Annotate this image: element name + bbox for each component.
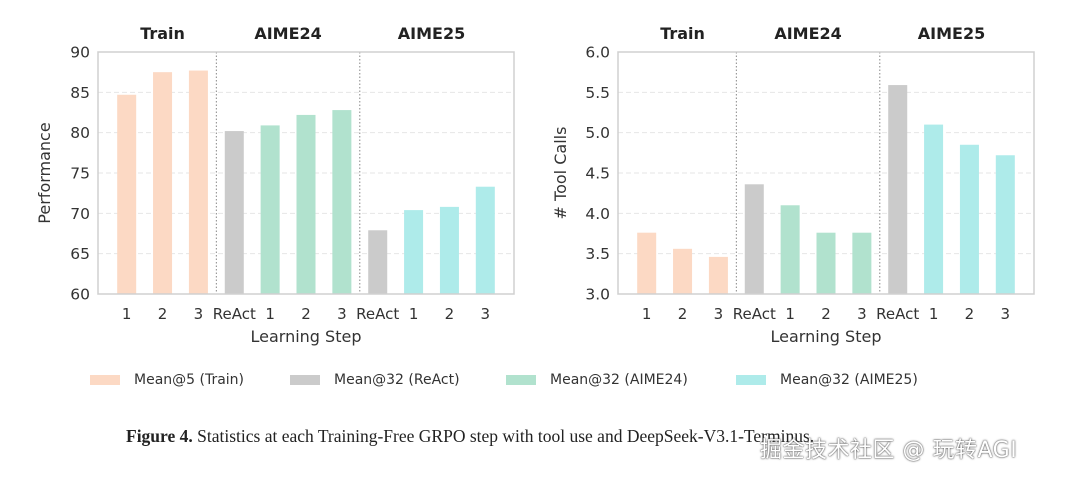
watermark: 掘金技术社区 @ 玩转AGI [760,438,1018,463]
chart1-x-tick-label: ReAct [356,305,399,323]
chart1-y-tick-label: 60 [70,286,90,304]
chart2-bar [744,184,764,294]
chart2-group-title: AIME24 [774,24,841,43]
chart2-y-tick-label: 6.0 [585,44,610,62]
legend-item-aime25: Mean@32 (AIME25) [736,368,918,392]
chart2-x-tick-label: 2 [965,305,975,323]
chart1-bar [368,230,388,294]
caption-label: Figure 4. [126,426,193,446]
chart1-x-tick-label: 2 [158,305,168,323]
chart2-y-tick-label: 5.0 [585,124,610,142]
chart2-x-tick-label: 3 [714,305,724,323]
chart1-bar [153,72,173,295]
legend-swatch-react [290,375,320,385]
legend-swatch-aime24 [506,375,536,385]
chart2-x-tick-label: 3 [1001,305,1011,323]
chart2-x-tick-label: ReAct [876,305,919,323]
chart1-group-title: AIME25 [398,24,465,43]
chart2-bar [888,85,908,294]
chart2-x-axis-label: Learning Step [771,327,882,346]
chart1-x-tick-label: 3 [481,305,491,323]
chart1-y-axis-label: Performance [35,122,54,223]
chart1-x-tick-label: 3 [337,305,347,323]
chart1-y-tick-label: 85 [70,84,90,102]
figure-caption: Figure 4. Statistics at each Training-Fr… [126,426,814,447]
chart2-bar [995,155,1015,294]
chart2-bar [924,124,944,294]
chart2-x-tick-label: 1 [642,305,652,323]
chart1-group-title: Train [140,24,185,43]
chart1-plot-frame [97,51,515,295]
chart1-y-tick-label: 65 [70,245,90,263]
chart2-y-tick-label: 4.0 [585,205,610,223]
chart1-bar [475,186,495,294]
chart2-plot-frame [617,51,1035,295]
chart1-bar [224,131,244,294]
chart2-y-tick-label: 3.0 [585,286,610,304]
legend-swatch-aime25 [736,375,766,385]
chart1-x-tick-label: ReAct [213,305,256,323]
chart1-y-tick-label: 70 [70,205,90,223]
chart1-group-title: AIME24 [254,24,321,43]
chart2-y-axis-label: # Tool Calls [551,127,570,220]
chart1-x-tick-label: 2 [445,305,455,323]
chart1-x-tick-label: 2 [301,305,311,323]
chart1-bar [296,114,316,294]
chart2-x-tick-label: 2 [678,305,688,323]
legend-swatch-train [90,375,120,385]
chart1-y-tick-label: 90 [70,44,90,62]
legend-label-train: Mean@5 (Train) [134,372,245,388]
chart1-bar [439,206,459,294]
legend-item-aime24: Mean@32 (AIME24) [506,368,688,392]
chart1-x-tick-label: 1 [122,305,132,323]
chart2-bar [637,232,657,294]
chart2-x-tick-label: 3 [857,305,867,323]
figure-charts: 60 65 70 75 80 85 90 1 2 3 Train ReAct 1 2 3 AIME24 ReAc… [35,24,1035,346]
chart1-bar [332,110,352,294]
chart2-bar [673,248,693,294]
chart2-group-title: Train [660,24,705,43]
chart1-bar [117,94,137,295]
chart1-x-tick-label: 1 [409,305,419,323]
chart2-x-tick-label: ReAct [733,305,776,323]
chart2-y-tick-label: 5.5 [585,84,610,102]
chart2-bar [959,144,979,294]
legend-label-react: Mean@32 (ReAct) [334,372,460,388]
chart1-bar [404,210,424,294]
caption-text: Statistics at each Training-Free GRPO st… [192,426,815,446]
chart1-x-axis-label: Learning Step [251,327,362,346]
chart2-bar [852,232,872,294]
chart1-bar [188,70,208,294]
chart1-x-tick-label: 1 [265,305,275,323]
chart1-x-tick-label: 3 [194,305,204,323]
chart1-y-tick-label: 75 [70,165,90,183]
chart2-group-title: AIME25 [918,24,985,43]
legend-label-aime24: Mean@32 (AIME24) [550,372,688,388]
chart2-x-tick-label: 1 [785,305,795,323]
chart2-bar [780,205,800,294]
chart2-y-tick-label: 4.5 [585,165,610,183]
chart1-bar [260,125,280,294]
chart2-bar [708,256,728,294]
legend-item-react: Mean@32 (ReAct) [290,368,460,392]
chart2-x-tick-label: 2 [821,305,831,323]
legend-label-aime25: Mean@32 (AIME25) [780,372,918,388]
legend-item-train: Mean@5 (Train) [90,368,244,392]
chart2-y-tick-label: 3.5 [585,245,610,263]
chart2-x-tick-label: 1 [929,305,939,323]
chart1-y-tick-label: 80 [70,124,90,142]
legend: Mean@5 (Train) Mean@32 (ReAct) Mean@32 (… [90,368,990,392]
chart2-bar [816,232,836,294]
